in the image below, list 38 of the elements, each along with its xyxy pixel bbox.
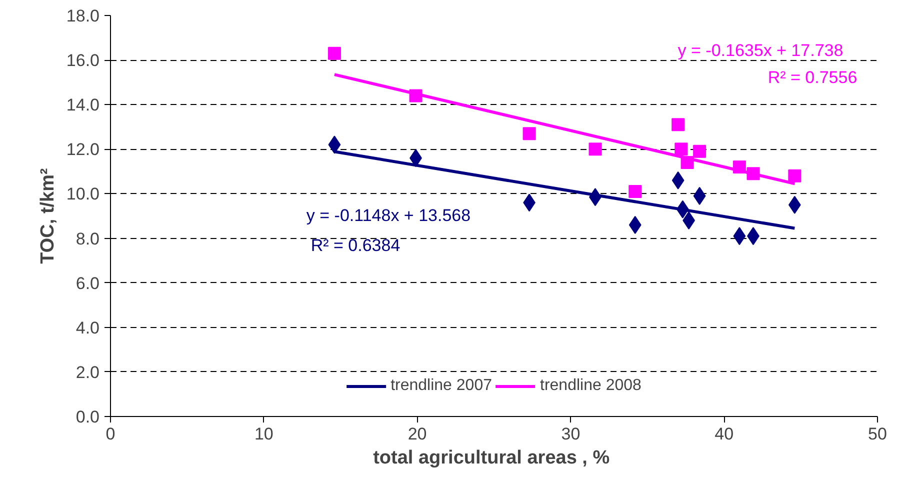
y-tick-label: 2.0 [76,362,100,382]
y-tick-label: 4.0 [76,318,100,338]
y-tick-label: 0.0 [76,408,100,426]
point [328,46,341,60]
point [733,227,746,246]
y-tick-label: 12.0 [66,140,100,160]
point [588,142,602,156]
y-axis-title: TOC, t/km² [37,168,58,264]
point [693,186,706,205]
point [672,118,685,132]
x-tick-label: 40 [714,424,734,444]
point [788,169,802,182]
x-tick-label: 50 [868,424,887,444]
y-tick-label: 14.0 [66,96,100,115]
annotation: R² = 0.7556 [768,68,858,87]
legend-label: trendline 2007 [390,377,492,395]
point [628,184,642,198]
y-tick-label: 10.0 [66,184,100,204]
y-tick-label: 6.0 [76,274,100,293]
legend-label: trendline 2008 [540,377,642,395]
y-tick-label: 18.0 [66,6,100,26]
point [674,142,688,156]
x-tick-label: 30 [561,424,580,444]
point [522,127,536,140]
x-tick-label: 0 [106,424,116,444]
annotation: y = -0.1148x + 13.568 [306,206,471,225]
annotation: y = -0.1635x + 17.738 [678,41,844,60]
point [693,144,706,158]
annotation: R² = 0.6384 [310,236,400,255]
x-tick-label: 20 [408,424,427,444]
point [628,216,642,234]
point [672,171,684,190]
x-tick-label: 10 [254,424,274,444]
x-axis-title: total agricultural areas , % [373,448,610,468]
point [788,196,801,214]
point [328,136,341,154]
y-tick-label: 8.0 [76,229,100,248]
y-tick-label: 16.0 [66,51,100,70]
